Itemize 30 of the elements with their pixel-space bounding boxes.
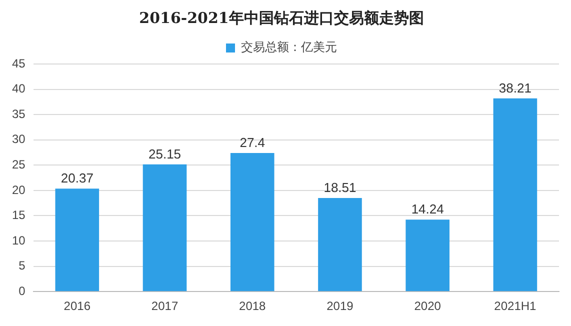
y-tick-label: 20 xyxy=(12,182,26,197)
legend-label: 交易总额：亿美元 xyxy=(241,40,337,54)
y-tick-label: 15 xyxy=(12,208,26,222)
y-tick-label: 45 xyxy=(12,56,26,70)
data-label: 27.4 xyxy=(240,135,266,150)
y-tick-label: 10 xyxy=(12,233,26,248)
data-label: 38.21 xyxy=(498,80,532,96)
chart-title: 2016-2021年中国钻石进口交易额走势图 xyxy=(139,8,424,27)
x-tick-label: 2019 xyxy=(326,299,354,314)
data-label: 20.37 xyxy=(60,170,94,186)
data-label: 25.15 xyxy=(148,146,182,162)
data-label: 14.24 xyxy=(411,202,444,217)
y-tick-label: 35 xyxy=(12,106,26,121)
bar xyxy=(55,188,100,292)
x-tick-label: 2017 xyxy=(151,299,178,314)
y-tick-label: 5 xyxy=(18,258,26,273)
y-tick-label: 30 xyxy=(12,132,26,146)
y-tick-label: 0 xyxy=(18,284,26,298)
bar xyxy=(318,198,362,292)
x-tick-label: 2021H1 xyxy=(494,299,537,314)
bar xyxy=(142,164,187,292)
y-tick-label: 25 xyxy=(12,157,26,172)
x-tick-label: 2016 xyxy=(64,299,91,314)
bar xyxy=(406,220,450,292)
data-label: 18.51 xyxy=(324,180,356,196)
x-tick-label: 2020 xyxy=(414,299,442,314)
y-tick-label: 40 xyxy=(12,82,26,96)
bar xyxy=(230,153,274,292)
bar xyxy=(493,98,538,292)
x-tick-label: 2018 xyxy=(239,299,266,314)
